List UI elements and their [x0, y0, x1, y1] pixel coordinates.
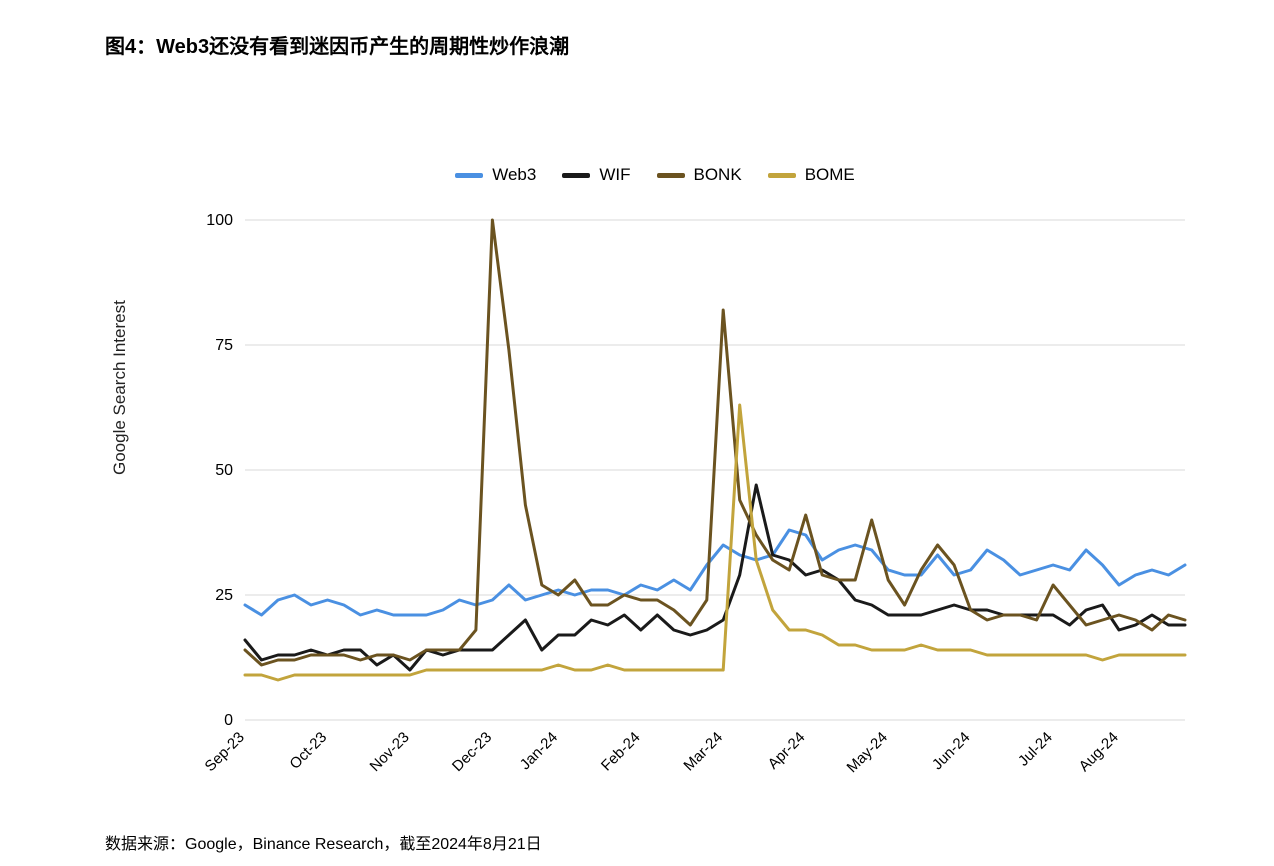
legend-item: Web3 [455, 165, 536, 185]
legend-swatch [455, 173, 483, 178]
legend-label: BOME [805, 165, 855, 185]
y-tick-label: 0 [224, 712, 233, 729]
y-axis-title: Google Search Interest [110, 300, 130, 475]
y-tick-label: 100 [206, 212, 233, 229]
x-tick-label: May-24 [844, 729, 891, 776]
y-tick-label: 75 [215, 337, 233, 354]
x-tick-label: Dec-23 [449, 729, 495, 775]
series-line [245, 485, 1185, 670]
x-tick-label: Aug-24 [1076, 729, 1122, 775]
x-tick-label: Sep-23 [202, 729, 248, 775]
legend-swatch [562, 173, 590, 178]
x-tick-label: Feb-24 [598, 729, 644, 775]
series-line [245, 220, 1185, 665]
x-tick-label: Oct-23 [286, 729, 330, 773]
legend-swatch [768, 173, 796, 178]
x-tick-label: Mar-24 [680, 729, 726, 775]
chart-plot-area: 0 25 50 75 100 Sep-23 Oct-23 Nov-23 Dec-23 Jan-24… [190, 205, 1190, 805]
chart-container: Web3WIFBONKBOME Google Search Interest 0… [120, 165, 1190, 805]
x-tick-label: Jan-24 [517, 729, 561, 773]
y-tick-label: 50 [215, 462, 233, 479]
x-tick-label: Jul-24 [1015, 729, 1056, 770]
chart-source-footer: 数据来源：Google，Binance Research，截至2024年8月21… [105, 830, 542, 854]
y-tick-label: 25 [215, 587, 233, 604]
legend-item: WIF [562, 165, 630, 185]
legend-label: BONK [694, 165, 742, 185]
legend-label: Web3 [492, 165, 536, 185]
x-tick-label: Nov-23 [367, 729, 413, 775]
x-tick-label: Jun-24 [929, 729, 973, 773]
chart-legend: Web3 WIF BONK BOME [120, 165, 1190, 185]
legend-swatch [657, 173, 685, 178]
legend-label: WIF [599, 165, 630, 185]
legend-item: BONK [657, 165, 742, 185]
x-tick-label: Apr-24 [765, 729, 809, 773]
chart-title: 图4：Web3还没有看到迷因币产生的周期性炒作浪潮 [105, 30, 569, 59]
legend-item: BOME [768, 165, 855, 185]
